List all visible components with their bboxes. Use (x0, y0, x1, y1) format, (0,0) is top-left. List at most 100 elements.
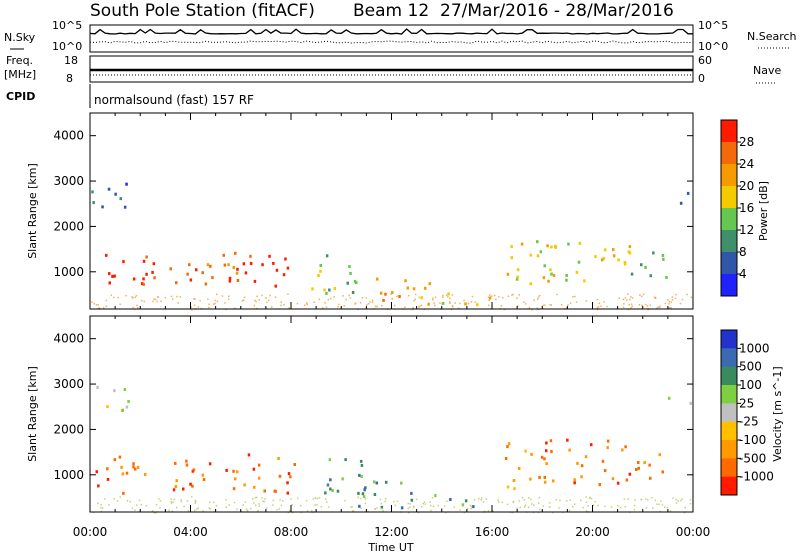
ground-scatter-cell (228, 295, 230, 297)
ground-scatter-cell (180, 500, 183, 503)
ground-scatter-cell (282, 500, 284, 502)
colorbar-tick-label: 500 (739, 360, 762, 374)
data-cell (97, 484, 100, 488)
colorbar-tick-label: 25 (739, 396, 754, 410)
ground-scatter-cell (439, 302, 441, 304)
ground-scatter-cell (263, 500, 265, 503)
colorbar-swatch (721, 385, 737, 404)
ground-scatter-cell (527, 506, 530, 508)
data-cell (512, 479, 516, 482)
data-cell (134, 467, 137, 471)
ground-scatter-cell (374, 305, 377, 308)
ground-scatter-cell (152, 300, 154, 303)
velocity-x-ticks (89, 316, 694, 512)
colorbar-swatch (721, 403, 737, 422)
ground-scatter-cell (522, 496, 524, 499)
data-cell (611, 477, 615, 481)
ground-scatter-cell (466, 507, 469, 510)
ground-scatter-cell (172, 501, 175, 503)
data-cell (257, 463, 261, 467)
data-cell (95, 470, 98, 474)
ground-scatter-cell (518, 500, 521, 502)
x-tick-label: 16:00 (475, 525, 510, 539)
ground-scatter-cell (134, 509, 136, 511)
ground-scatter-cell (348, 294, 350, 297)
ground-scatter-cell (131, 296, 133, 298)
ground-scatter-cell (645, 498, 647, 500)
ground-scatter-cell (177, 302, 179, 304)
data-cell (358, 473, 361, 477)
ground-scatter-cell (631, 297, 634, 299)
ground-scatter-cell (446, 500, 448, 503)
ground-scatter-cell (305, 302, 308, 304)
ground-scatter-cell (642, 293, 645, 296)
ground-scatter-cell (176, 506, 178, 509)
data-cell (373, 493, 377, 496)
ground-scatter-cell (533, 299, 535, 302)
data-cell (145, 255, 148, 259)
ground-scatter-cell (176, 295, 178, 298)
ground-scatter-cell (314, 497, 316, 499)
data-cell (549, 439, 553, 443)
nave-label: Nave (753, 64, 781, 77)
ground-scatter-cell (574, 295, 576, 298)
data-cell (410, 498, 414, 502)
ground-scatter-cell (214, 302, 216, 305)
ground-scatter-cell (524, 303, 527, 305)
ground-scatter-cell (170, 295, 173, 298)
ground-scatter-cell (113, 296, 115, 299)
ground-scatter-cell (344, 499, 346, 502)
ground-scatter-cell (141, 299, 143, 302)
data-cell (606, 446, 609, 450)
data-cell (111, 274, 114, 278)
ground-scatter-cell (463, 299, 465, 302)
ground-scatter-cell (125, 295, 127, 297)
nsky-top-tick: 10^5 (52, 19, 82, 32)
ground-scatter-cell (296, 302, 299, 305)
ground-scatter-cell (135, 295, 138, 297)
ground-scatter-cell (631, 305, 633, 308)
ground-scatter-cell (550, 304, 552, 306)
data-cell (113, 274, 116, 278)
ground-scatter-cell (320, 506, 323, 508)
data-cell (324, 491, 327, 495)
data-cell (151, 270, 154, 274)
ground-scatter-cell (492, 510, 494, 512)
ground-scatter-cell (528, 306, 531, 309)
ground-scatter-cell (154, 298, 157, 301)
ground-scatter-cell (585, 501, 588, 504)
ground-scatter-cell (193, 304, 196, 306)
data-cell (209, 264, 212, 268)
ground-scatter-cell (598, 302, 601, 305)
data-cell (232, 469, 235, 473)
ground-scatter-cell (566, 306, 568, 309)
ground-scatter-cell (337, 306, 339, 308)
ground-scatter-cell (531, 309, 533, 311)
ground-scatter-cell (191, 496, 193, 498)
ground-scatter-cell (409, 506, 411, 508)
colorbar-swatch (721, 348, 737, 367)
data-cell (228, 276, 232, 280)
ground-scatter-cell (385, 497, 387, 500)
ground-scatter-cell (622, 298, 625, 301)
ground-scatter-cell (117, 296, 119, 299)
data-cell (410, 491, 413, 495)
ground-scatter-cell (480, 499, 482, 501)
data-cell (234, 477, 237, 481)
ground-scatter-cell (119, 303, 121, 305)
ground-scatter-cell (408, 294, 410, 297)
ground-scatter-cell (683, 511, 686, 514)
ground-scatter-cell (639, 294, 641, 296)
ground-scatter-cell (623, 498, 626, 500)
data-cell (640, 263, 643, 267)
ground-scatter-cell (132, 306, 134, 309)
ground-scatter-cell (530, 498, 532, 501)
data-cell (550, 272, 553, 276)
data-cell (506, 272, 510, 276)
data-cell (590, 443, 593, 447)
ground-scatter-cell (568, 509, 571, 512)
ground-scatter-cell (244, 501, 246, 503)
data-cell (275, 268, 279, 272)
ground-scatter-cell (668, 300, 671, 303)
data-cell (363, 488, 366, 492)
